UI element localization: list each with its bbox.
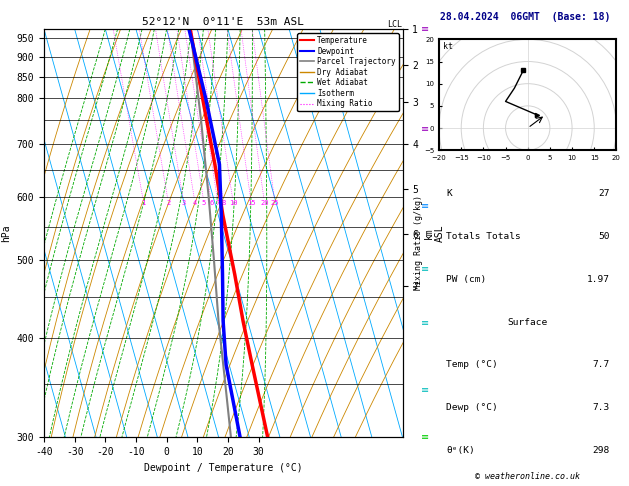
X-axis label: Dewpoint / Temperature (°C): Dewpoint / Temperature (°C)	[144, 463, 303, 473]
Text: 20: 20	[260, 200, 269, 206]
Text: 8: 8	[221, 200, 226, 206]
Text: ≡: ≡	[421, 433, 428, 442]
Text: Dewp (°C): Dewp (°C)	[446, 403, 498, 412]
Text: 28.04.2024  06GMT  (Base: 18): 28.04.2024 06GMT (Base: 18)	[440, 12, 610, 22]
Text: 1.97: 1.97	[586, 275, 610, 284]
Text: 6: 6	[209, 200, 214, 206]
Text: ≡: ≡	[421, 264, 428, 274]
Text: © weatheronline.co.uk: © weatheronline.co.uk	[476, 472, 580, 481]
Text: 298: 298	[592, 446, 610, 455]
Text: θᵉ(K): θᵉ(K)	[446, 446, 475, 455]
Y-axis label: km
ASL: km ASL	[424, 225, 445, 242]
Text: 25: 25	[270, 200, 279, 206]
Text: Temp (°C): Temp (°C)	[446, 361, 498, 369]
Text: 50: 50	[598, 232, 610, 241]
Text: ≡: ≡	[421, 201, 428, 211]
Text: 7.3: 7.3	[592, 403, 610, 412]
Text: 15: 15	[247, 200, 255, 206]
Text: PW (cm): PW (cm)	[446, 275, 486, 284]
Text: 4: 4	[193, 200, 197, 206]
Text: Totals Totals: Totals Totals	[446, 232, 521, 241]
Text: 7: 7	[216, 200, 220, 206]
Text: kt: kt	[443, 42, 453, 51]
Text: ≡: ≡	[421, 124, 428, 134]
Text: 7.7: 7.7	[592, 361, 610, 369]
Text: ≡: ≡	[421, 24, 428, 34]
Y-axis label: hPa: hPa	[1, 225, 11, 242]
Text: 3: 3	[182, 200, 186, 206]
Text: Surface: Surface	[508, 318, 548, 327]
Text: 27: 27	[598, 190, 610, 198]
Text: 2: 2	[166, 200, 170, 206]
Text: 1: 1	[142, 200, 146, 206]
Text: Mixing Ratio (g/kg): Mixing Ratio (g/kg)	[414, 195, 423, 291]
Text: LCL: LCL	[387, 20, 403, 29]
Text: K: K	[446, 190, 452, 198]
Text: ≡: ≡	[421, 318, 428, 328]
Text: 5: 5	[202, 200, 206, 206]
Title: 52°12'N  0°11'E  53m ASL: 52°12'N 0°11'E 53m ASL	[142, 17, 304, 27]
Text: ≡: ≡	[421, 385, 428, 395]
Legend: Temperature, Dewpoint, Parcel Trajectory, Dry Adiabat, Wet Adiabat, Isotherm, Mi: Temperature, Dewpoint, Parcel Trajectory…	[297, 33, 399, 111]
Text: 10: 10	[229, 200, 238, 206]
